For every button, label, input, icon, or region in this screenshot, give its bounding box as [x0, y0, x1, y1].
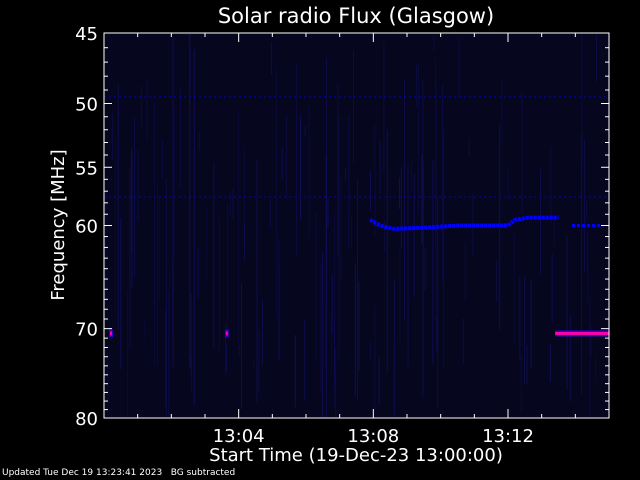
- x-axis-ticks: 13:04 13:08 13:12: [103, 33, 610, 447]
- y-tick-label-55: 55: [75, 158, 98, 179]
- y-tick-label-70: 70: [75, 320, 98, 341]
- x-tick-label-4: 13:04: [213, 426, 265, 447]
- x-axis-label: Start Time (19-Dec-23 13:00:00): [209, 445, 503, 466]
- y-axis-ticks: 45 50 55 60 70 80: [75, 24, 609, 430]
- rfi-band-line: [555, 331, 609, 335]
- emission-lanes: [104, 96, 609, 231]
- emission-lane: [368, 215, 559, 231]
- plot-area: [104, 33, 609, 418]
- y-tick-label-60: 60: [75, 217, 98, 238]
- rfi-spot-0: [110, 331, 112, 336]
- y-tick-label-45: 45: [75, 24, 98, 45]
- chart-title: Solar radio Flux (Glasgow): [218, 4, 494, 28]
- y-tick-label-80: 80: [75, 409, 98, 430]
- rfi-spot-1: [225, 331, 228, 336]
- rfi-band: [109, 329, 609, 338]
- y-axis-label: Frequency [MHz]: [48, 149, 69, 300]
- y-tick-label-50: 50: [75, 95, 98, 116]
- footer-status: Updated Tue Dec 19 13:23:41 2023 BG subt…: [2, 468, 236, 478]
- x-tick-label-12: 13:12: [482, 426, 534, 447]
- x-tick-label-8: 13:08: [347, 426, 399, 447]
